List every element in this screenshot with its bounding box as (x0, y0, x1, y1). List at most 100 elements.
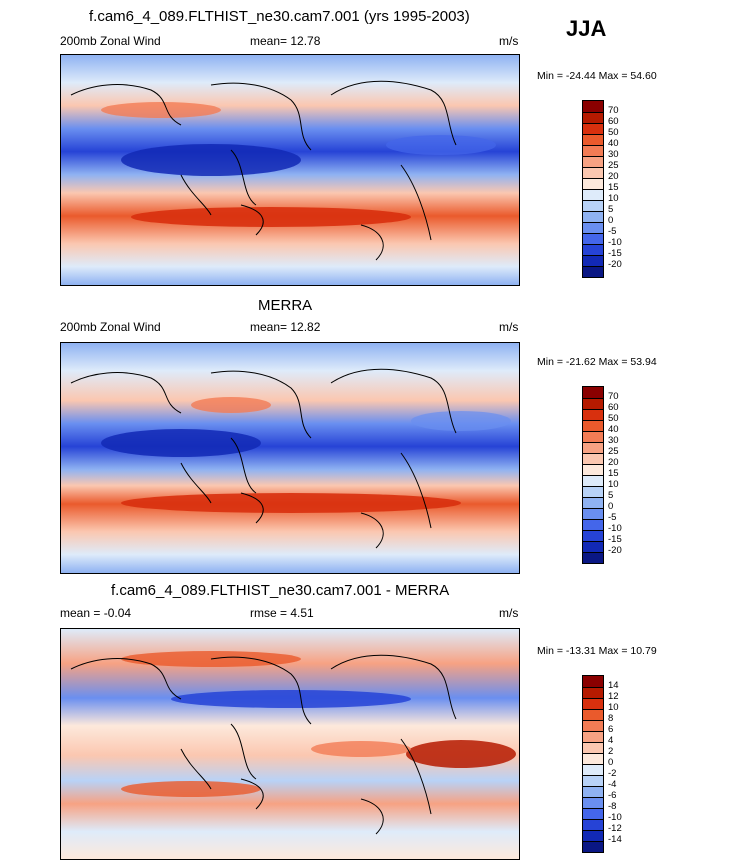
panel-2-jet-core (121, 493, 461, 513)
panel-2-minmax: Min = -21.62 Max = 53.94 (537, 356, 657, 368)
panel-1-colorbar-box (583, 112, 603, 123)
panel-3-colorbar-label: -4 (608, 779, 617, 790)
panel-2-left-label: 200mb Zonal Wind (60, 320, 161, 334)
panel-2-colorbar-label: 30 (608, 435, 619, 446)
panel-3-colorbar-label: 12 (608, 691, 619, 702)
panel-2-colorbar-box (583, 486, 603, 497)
panel-1-colorbar-box (583, 266, 603, 277)
panel-1-colorbar-box (583, 222, 603, 233)
panel-1-colorbar-box (583, 211, 603, 222)
panel-1-colorbar-label: 70 (608, 105, 619, 116)
panel-3-colorbar-label: 0 (608, 757, 614, 768)
panel-1-colorbar-label: 30 (608, 149, 619, 160)
panel-2-colorbar-label: -10 (608, 523, 622, 534)
panel-1-colorbar-label: 40 (608, 138, 619, 149)
panel-2-colorbar-label: 40 (608, 424, 619, 435)
panel-3-map (60, 628, 520, 860)
panel-2-colorbar-box (583, 519, 603, 530)
panel-3-colorbar-label: -8 (608, 801, 617, 812)
panel-2-coastlines (70, 368, 457, 549)
panel-1-colorbar-label: 20 (608, 171, 619, 182)
panel-1-colorbar-label: 5 (608, 204, 614, 215)
panel-1-field (61, 55, 519, 285)
panel-3-colorbar-box (583, 830, 603, 841)
panel-2-colorbar-box (583, 541, 603, 552)
panel-3-colorbar-label: 10 (608, 702, 619, 713)
panel-3-colorbar-label: 14 (608, 680, 619, 691)
panel-2-colorbar (582, 386, 604, 564)
panel-2-colorbar-label: 60 (608, 402, 619, 413)
panel-3-colorbar-label: -2 (608, 768, 617, 779)
panel-3-colorbar-label: -10 (608, 812, 622, 823)
panel-1-minmax: Min = -24.44 Max = 54.60 (537, 70, 657, 82)
panel-3-colorbar-box (583, 698, 603, 709)
panel-1-colorbar-label: 60 (608, 116, 619, 127)
panel-2-title: MERRA (258, 297, 313, 314)
panel-1-colorbar-label: 0 (608, 215, 614, 226)
panel-2-colorbar-box (583, 409, 603, 420)
panel-3-colorbar-box (583, 753, 603, 764)
panel-2-colorbar-box (583, 431, 603, 442)
panel-2-field (61, 343, 519, 573)
panel-2-colorbar-label: 70 (608, 391, 619, 402)
panel-1-colorbar-box (583, 123, 603, 134)
panel-2-colorbar-label: 15 (608, 468, 619, 479)
season-label: JJA (566, 16, 607, 41)
panel-3-colorbar-box (583, 786, 603, 797)
panel-2-colorbar-label: 20 (608, 457, 619, 468)
panel-3-colorbar-box (583, 797, 603, 808)
panel-2-units: m/s (499, 320, 519, 334)
panel-3-colorbar-label: 2 (608, 746, 614, 757)
panel-3-colorbar-box (583, 841, 603, 852)
panel-2-colorbar-box (583, 497, 603, 508)
panel-1-easterly-core (121, 144, 301, 176)
panel-1-colorbar-box (583, 167, 603, 178)
panel-1-colorbar-label: 50 (608, 127, 619, 138)
panel-1-colorbar-box (583, 200, 603, 211)
panel-1-left-label: 200mb Zonal Wind (60, 34, 161, 48)
panel-3-title: f.cam6_4_089.FLTHIST_ne30.cam7.001 - MER… (111, 582, 450, 599)
panel-3-colorbar-box (583, 720, 603, 731)
panel-3-units: m/s (499, 606, 519, 620)
panel-1-colorbar-box (583, 189, 603, 200)
panel-2-colorbar-label: 10 (608, 479, 619, 490)
panel-3-colorbar-label: -12 (608, 823, 622, 834)
panel-3-colorbar-label: -14 (608, 834, 622, 845)
panel-1-colorbar-box (583, 233, 603, 244)
panel-2-colorbar-box (583, 398, 603, 409)
panel-1-colorbar (582, 100, 604, 278)
panel-2-colorbar-box (583, 387, 603, 398)
panel-3-colorbar-label: 4 (608, 735, 614, 746)
panel-2-colorbar-box (583, 464, 603, 475)
panel-2-mean-label: mean= 12.82 (250, 320, 321, 334)
panel-3-colorbar-box (583, 687, 603, 698)
panel-3-colorbar-box (583, 775, 603, 786)
panel-2-map (60, 342, 520, 574)
panel-3-colorbar-box (583, 819, 603, 830)
panel-1-colorbar-label: -10 (608, 237, 622, 248)
panel-3-colorbar-label: -6 (608, 790, 617, 801)
panel-3-colorbar-box (583, 676, 603, 687)
panel-3-colorbar-label: 8 (608, 713, 614, 724)
panel-1-colorbar-label: -15 (608, 248, 622, 259)
panel-1-title: f.cam6_4_089.FLTHIST_ne30.cam7.001 (yrs … (89, 8, 470, 25)
panel-2-easterly-core (101, 429, 261, 457)
panel-1-colorbar-box (583, 244, 603, 255)
panel-1-colorbar-label: 15 (608, 182, 619, 193)
panel-2-colorbar-box (583, 475, 603, 486)
panel-2-colorbar-box (583, 442, 603, 453)
panel-2-colorbar-label: 25 (608, 446, 619, 457)
panel-3-minmax: Min = -13.31 Max = 10.79 (537, 645, 657, 657)
panel-1-colorbar-label: -5 (608, 226, 617, 237)
panel-2-colorbar-label: 0 (608, 501, 614, 512)
panel-3-negative-band (171, 690, 411, 708)
panel-3-colorbar-box (583, 709, 603, 720)
panel-2-colorbar-box (583, 453, 603, 464)
panel-1-colorbar-label: -20 (608, 259, 622, 270)
panel-2-colorbar-box (583, 508, 603, 519)
panel-1-colorbar-label: 10 (608, 193, 619, 204)
panel-2-colorbar-label: -15 (608, 534, 622, 545)
panel-3-colorbar-box (583, 808, 603, 819)
panel-3-colorbar-label: 6 (608, 724, 614, 735)
panel-3-coastlines (70, 654, 457, 835)
